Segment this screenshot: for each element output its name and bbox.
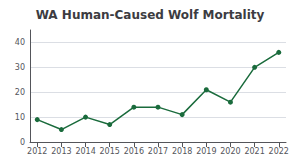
svg-text:2012: 2012 [27, 147, 47, 156]
svg-text:2016: 2016 [124, 147, 144, 156]
svg-text:2022: 2022 [269, 147, 289, 156]
svg-text:2018: 2018 [172, 147, 192, 156]
svg-text:40: 40 [15, 38, 25, 47]
svg-text:WA Human-Caused Wolf Mortality: WA Human-Caused Wolf Mortality [36, 8, 265, 22]
svg-text:2013: 2013 [51, 147, 71, 156]
svg-text:2014: 2014 [75, 147, 95, 156]
svg-text:2019: 2019 [196, 147, 216, 156]
svg-text:2020: 2020 [220, 147, 240, 156]
svg-text:2021: 2021 [244, 147, 264, 156]
svg-text:10: 10 [15, 113, 25, 122]
svg-text:2017: 2017 [148, 147, 168, 156]
svg-text:0: 0 [20, 138, 25, 147]
svg-text:30: 30 [15, 63, 25, 72]
svg-text:20: 20 [15, 88, 25, 97]
svg-text:2015: 2015 [100, 147, 120, 156]
